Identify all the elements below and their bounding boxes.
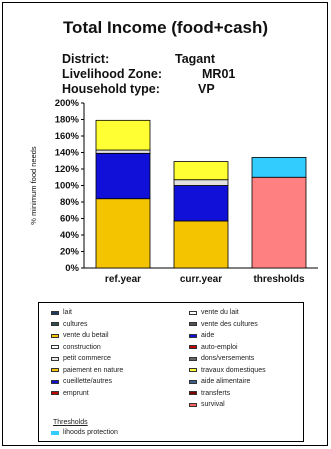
legend-swatch xyxy=(51,311,59,315)
legend-swatch xyxy=(189,311,197,315)
y-tick-label: 160% xyxy=(55,131,80,142)
legend-label: lait xyxy=(63,309,72,316)
bar-segment xyxy=(252,157,306,177)
legend-item: auto-emploi xyxy=(189,344,238,351)
legend-item: construction xyxy=(51,344,101,351)
legend-swatch xyxy=(189,391,197,395)
y-tick-label: 140% xyxy=(55,148,80,159)
bar-segment xyxy=(174,162,228,180)
stacked-bar-chart: 0% 20% 40% 60% 80% 100% 120% 140% 160% 180% 200% % … xyxy=(0,0,331,300)
legend-item: vente du lait xyxy=(189,309,239,316)
y-tick-label: 120% xyxy=(55,164,80,175)
legend-item: lihoods protection xyxy=(51,429,118,436)
y-tick-label: 20% xyxy=(60,247,80,258)
bar-segment xyxy=(96,199,150,268)
bar-segment xyxy=(174,186,228,221)
legend-item: paiement en nature xyxy=(51,367,123,374)
x-tick-label: ref.year xyxy=(105,274,141,285)
legend-item: vente des cultures xyxy=(189,321,258,328)
legend-swatch xyxy=(189,403,197,407)
legend-item: transferts xyxy=(189,390,230,397)
legend-label: transferts xyxy=(201,390,230,397)
legend-label: aide xyxy=(201,332,214,339)
legend-label: aide alimentaire xyxy=(201,378,250,385)
legend-item: survival xyxy=(189,401,225,408)
legend-label: petit commerce xyxy=(63,355,111,362)
bar-segment xyxy=(96,153,150,198)
legend-label: vente des cultures xyxy=(201,321,258,328)
legend-label: emprunt xyxy=(63,390,89,397)
legend-item: aide xyxy=(189,332,214,339)
legend-item: petit commerce xyxy=(51,355,111,362)
legend-swatch xyxy=(51,368,59,372)
y-tick-label: 60% xyxy=(60,214,80,225)
legend-label: survival xyxy=(201,401,225,408)
legend-label: cultures xyxy=(63,321,88,328)
legend-swatch xyxy=(189,334,197,338)
legend-item: vente du betail xyxy=(51,332,109,339)
legend-swatch xyxy=(51,334,59,338)
chart-legend: lait vente du lait cultures vente des cultu… xyxy=(38,302,304,442)
legend-label: auto-emploi xyxy=(201,344,238,351)
y-tick-label: 40% xyxy=(60,230,80,241)
y-tick-label: 100% xyxy=(55,181,80,192)
legend-swatch xyxy=(51,322,59,326)
legend-item: aide alimentaire xyxy=(189,378,250,385)
legend-swatch xyxy=(51,357,59,361)
legend-label: paiement en nature xyxy=(63,367,123,374)
legend-item: emprunt xyxy=(51,390,89,397)
legend-label: lihoods protection xyxy=(63,429,118,436)
legend-item: travaux domestiques xyxy=(189,367,266,374)
legend-label: vente du betail xyxy=(63,332,109,339)
legend-label: dons/versements xyxy=(201,355,254,362)
y-tick-label: 200% xyxy=(55,98,80,109)
legend-item: dons/versements xyxy=(189,355,254,362)
legend-swatch xyxy=(51,380,59,384)
x-tick-label: thresholds xyxy=(253,274,305,285)
bar-segment xyxy=(96,150,150,153)
bar-segment xyxy=(96,120,150,150)
bar-segment xyxy=(252,177,306,268)
x-tick-label: curr.year xyxy=(180,274,222,285)
legend-swatch xyxy=(51,345,59,349)
legend-swatch xyxy=(189,345,197,349)
legend-item: cultures xyxy=(51,321,88,328)
legend-item: cueillette/autres xyxy=(51,378,112,385)
legend-swatch xyxy=(189,357,197,361)
y-tick-label: 0% xyxy=(65,263,79,274)
legend-swatch xyxy=(189,322,197,326)
legend-swatch xyxy=(51,431,59,435)
legend-thresholds-header: Thresholds xyxy=(53,419,88,426)
y-axis-label: % minimum food needs xyxy=(29,146,38,225)
legend-swatch xyxy=(189,380,197,384)
bar-segment xyxy=(174,221,228,268)
y-tick-label: 180% xyxy=(55,115,80,126)
legend-label: construction xyxy=(63,344,101,351)
legend-label: travaux domestiques xyxy=(201,367,266,374)
legend-swatch xyxy=(189,368,197,372)
legend-item: lait xyxy=(51,309,72,316)
bar-segment xyxy=(174,180,228,186)
legend-label: vente du lait xyxy=(201,309,239,316)
legend-label: cueillette/autres xyxy=(63,378,112,385)
y-tick-label: 80% xyxy=(60,197,80,208)
legend-swatch xyxy=(51,391,59,395)
